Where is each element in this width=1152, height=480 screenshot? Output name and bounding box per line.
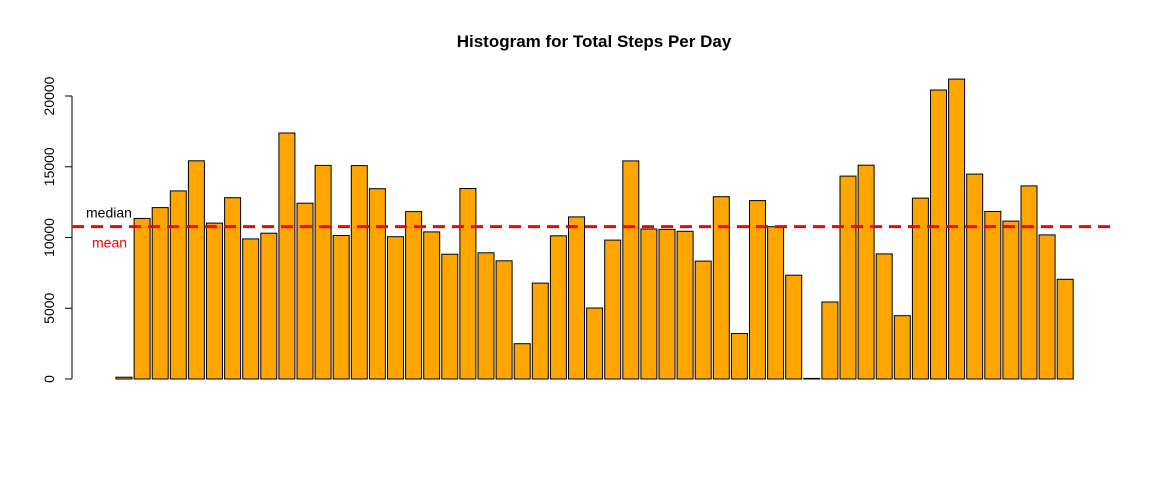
chart-title: Histogram for Total Steps Per Day [457,32,732,51]
bar [785,274,803,380]
bar [387,236,404,380]
y-tick-label: 0 [41,375,57,383]
bars [115,78,1074,380]
bar [350,165,368,380]
bar [169,190,187,380]
bar [803,377,821,380]
bar [1056,278,1074,380]
bar [242,238,260,380]
bar [206,222,223,380]
bar [513,343,531,380]
bar [459,188,477,380]
bar [278,132,296,380]
bar [1002,220,1020,380]
bar [586,307,604,380]
bar [839,175,857,380]
bar [477,252,495,380]
bar [187,160,205,380]
bar [640,228,658,380]
bar [531,282,549,380]
reference-lines: median mean [72,205,1112,251]
bar [368,188,386,380]
bar [332,235,350,380]
bar [441,253,459,380]
bar [658,228,676,380]
y-tick-label: 10000 [41,218,57,257]
bar [260,232,278,380]
bar [694,260,712,380]
bar [405,211,423,380]
bar [151,207,169,380]
bar [767,226,785,380]
bar [115,376,133,380]
bar [604,239,622,380]
bar [495,260,513,380]
bar [984,211,1002,380]
bar [930,89,947,380]
bar [712,196,730,380]
y-tick-label: 20000 [41,76,57,115]
bar [133,217,151,380]
bar [314,164,332,380]
bar [568,216,585,380]
mean-label: mean [92,235,127,251]
median-label: median [86,205,132,221]
bar [875,253,893,380]
y-tick-label: 5000 [41,292,57,323]
bar [857,164,875,380]
bar [966,173,984,380]
bar [730,333,748,380]
bar [224,197,242,380]
bar [911,197,929,380]
bar [1038,234,1056,380]
bar [821,301,839,380]
bar [549,235,567,380]
bar [423,231,441,380]
bar [296,202,314,380]
bar [1020,185,1038,380]
bar [676,230,694,380]
bar [893,315,911,380]
bar [948,78,966,380]
bar [749,200,766,380]
bar [622,160,640,380]
y-tick-label: 15000 [41,147,57,186]
y-axis: 0 5000 10000 15000 20000 [41,76,73,383]
